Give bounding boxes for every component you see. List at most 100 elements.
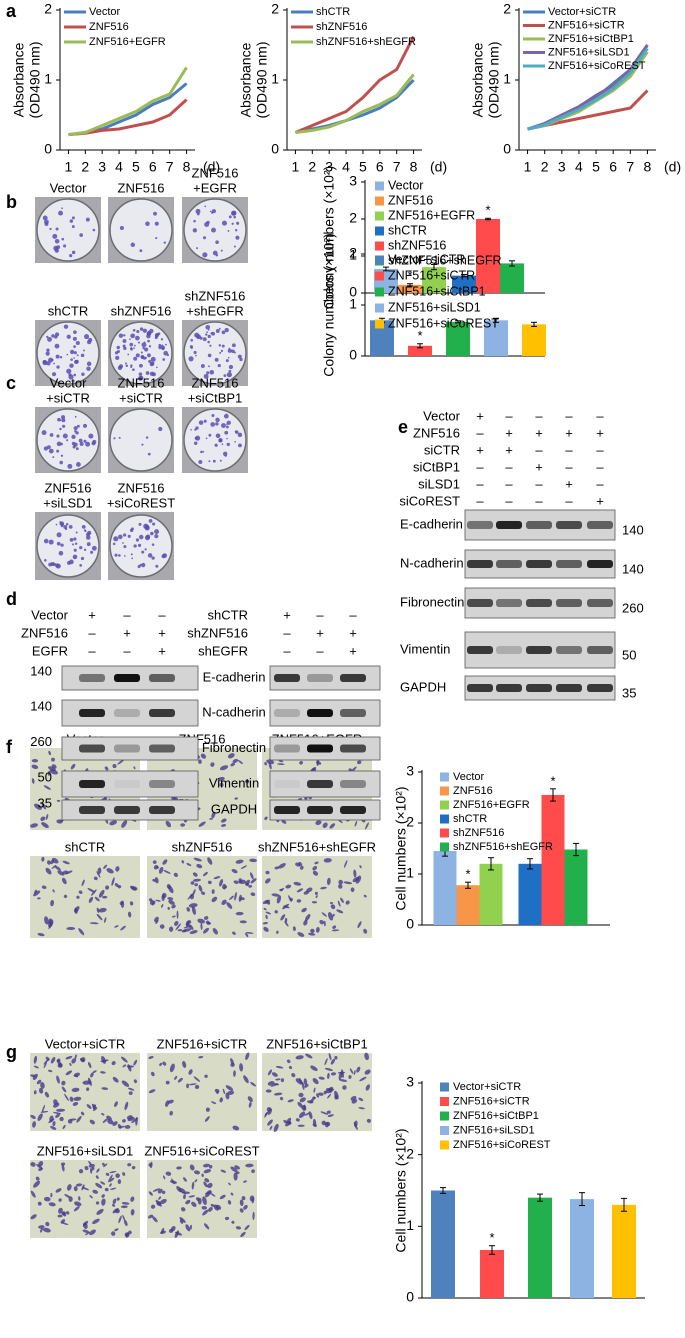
- colony: [85, 535, 91, 540]
- cell: [310, 928, 315, 934]
- colony: [48, 448, 54, 454]
- cell: [270, 1083, 279, 1087]
- cell: [202, 1196, 207, 1206]
- colony: [223, 413, 229, 419]
- cell: [33, 1055, 38, 1064]
- colony: [206, 331, 208, 334]
- cell: [180, 823, 186, 827]
- colony: [147, 452, 151, 456]
- condition-sign: –: [476, 459, 484, 474]
- cell: [171, 915, 176, 918]
- colony: [200, 450, 203, 454]
- cell: [63, 894, 68, 899]
- cell: [219, 879, 224, 887]
- colony: [211, 413, 215, 417]
- bar: [452, 275, 476, 293]
- cell: [158, 1196, 162, 1200]
- cell: [359, 1076, 367, 1082]
- cell: [105, 1172, 110, 1176]
- cell: [313, 1087, 316, 1093]
- colony: [46, 445, 51, 450]
- colony: [231, 210, 237, 216]
- cell: [90, 1072, 94, 1078]
- colony: [166, 353, 170, 357]
- cell: [186, 907, 190, 912]
- cell: [233, 1070, 236, 1077]
- colony: [138, 522, 142, 526]
- colony: [75, 431, 79, 435]
- colony: [80, 556, 85, 561]
- cell: [350, 887, 355, 893]
- condition-sign: –: [505, 408, 513, 423]
- cell: [266, 759, 275, 765]
- data-line: [294, 35, 415, 134]
- cell: [297, 1124, 305, 1127]
- cell: [312, 866, 318, 871]
- colony: [127, 534, 131, 538]
- y-tick-label: 2: [503, 1, 511, 17]
- colony: [116, 345, 121, 350]
- photo-caption: ZNF516+siCoREST: [144, 1143, 259, 1158]
- significance-mark: *: [417, 328, 422, 343]
- colony: [86, 361, 92, 367]
- bar: [570, 1199, 594, 1298]
- colony: [118, 333, 124, 338]
- cell: [329, 823, 336, 829]
- colony: [156, 366, 158, 369]
- colony: [91, 545, 97, 551]
- cell: [117, 1179, 122, 1184]
- cell: [318, 1076, 325, 1080]
- legend-swatch: [440, 800, 449, 810]
- cell: [277, 763, 285, 765]
- cell: [37, 1201, 42, 1206]
- cell: [38, 1087, 44, 1094]
- cell: [207, 1182, 213, 1189]
- protein-label: GAPDH: [400, 679, 446, 694]
- cell: [194, 883, 198, 887]
- cell: [239, 920, 247, 924]
- cell: [193, 1076, 201, 1082]
- cell: [263, 926, 269, 932]
- cell: [37, 932, 45, 937]
- cell: [90, 889, 97, 896]
- x-tick-label: 3: [98, 159, 106, 175]
- colony: [198, 460, 203, 465]
- colony: [58, 550, 64, 556]
- cell: [217, 776, 225, 782]
- blot-band: [526, 646, 552, 654]
- colony: [221, 344, 225, 348]
- cell: [33, 1090, 37, 1095]
- cell: [48, 1069, 53, 1073]
- colony: [79, 233, 83, 237]
- x-tick-label: 2: [541, 159, 549, 175]
- cell: [93, 1107, 98, 1111]
- colony: [234, 228, 238, 232]
- cell: [235, 911, 244, 916]
- colony: [57, 417, 61, 422]
- colony: [203, 419, 207, 423]
- condition-sign: –: [565, 459, 573, 474]
- legend-label: ZNF516+siCoREST: [548, 60, 646, 72]
- cell: [202, 871, 208, 877]
- condition-sign: –: [283, 643, 291, 658]
- cell: [89, 1195, 93, 1199]
- significance-mark: *: [407, 268, 412, 283]
- cell: [230, 762, 235, 767]
- blot-band: [556, 684, 582, 692]
- cell: [165, 1171, 172, 1176]
- colony: [139, 363, 143, 368]
- colony: [73, 357, 75, 359]
- colony: [122, 533, 127, 537]
- legend-label: Vector+siCTR: [453, 1081, 521, 1093]
- condition-sign: +: [158, 625, 166, 640]
- cell: [222, 883, 226, 889]
- cell: [275, 1065, 284, 1069]
- cell: [229, 895, 234, 901]
- cell: [73, 1072, 81, 1078]
- cell: [158, 866, 164, 874]
- colony: [118, 534, 123, 540]
- cell: [38, 1167, 43, 1172]
- cell: [67, 1119, 73, 1124]
- legend-label: ZNF516+EGFR: [388, 208, 475, 222]
